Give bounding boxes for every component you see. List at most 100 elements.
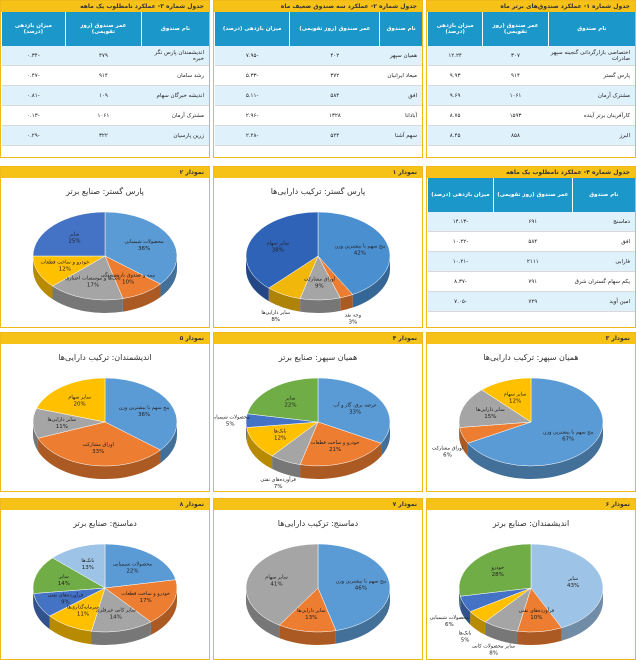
slice-label: سایر دارایی‌ها bbox=[48, 417, 77, 423]
cell-ret: ۹.۹۳ bbox=[427, 65, 483, 86]
cell-name: رشد سامان bbox=[141, 65, 209, 86]
pie-slice bbox=[481, 377, 532, 423]
cell-age: ۱۰۶۱ bbox=[65, 105, 142, 126]
cell-age: ۷۲۹ bbox=[493, 291, 573, 312]
slice-value-label: 10% bbox=[122, 279, 134, 285]
chart-1-panel: نمودار ۱ پارس گستر: ترکیب دارایی‌ها پنج س… bbox=[213, 166, 423, 328]
pie-slice-side bbox=[33, 256, 53, 300]
slice-value-label: 21% bbox=[329, 447, 341, 453]
cell-ret: ۵.۳۳- bbox=[214, 65, 290, 86]
pie-chart-5: اندیشمندان: ترکیب دارایی‌ها پنج سهم با بی… bbox=[32, 353, 178, 479]
chart-3-panel: نمودار ۳ همیان سپهر: ترکیب دارایی‌ها پنج … bbox=[426, 332, 636, 492]
slice-value-label: 12% bbox=[509, 398, 521, 404]
pie-slice-side bbox=[246, 588, 280, 639]
pie-slice-side bbox=[467, 422, 603, 479]
chart-2-panel-title: نمودار ۲ bbox=[1, 167, 209, 178]
column-header-ret: میزان بازدهی (درصد) bbox=[426, 12, 483, 46]
table-4: نام صندوق عمر صندوق (روز تقویمی) میزان باز… bbox=[427, 178, 635, 312]
slice-label: سایر سهام bbox=[504, 391, 527, 397]
pie-slice bbox=[245, 543, 319, 626]
pie-slice bbox=[467, 377, 604, 467]
cell-name: فارابی bbox=[572, 251, 635, 272]
chart-8-panel-title: نمودار ۸ bbox=[1, 499, 209, 510]
cell-ret: ۲.۲۸- bbox=[214, 125, 290, 146]
slice-label: سایر دارایی‌ها bbox=[297, 608, 326, 614]
cell-name: البرز bbox=[548, 125, 635, 146]
pie-slice bbox=[299, 421, 382, 467]
cell-age: ۱۳۲۸ bbox=[289, 105, 380, 126]
cell-ret: ۰.۸۱- bbox=[1, 85, 66, 106]
chart-8-panel: نمودار ۸ دماسنج: صنایع برتر محصولات شیمیا… bbox=[0, 498, 210, 660]
chart-title: پارس گستر: ترکیب دارایی‌ها bbox=[271, 186, 366, 196]
cell-age: ۵۸۴ bbox=[289, 85, 380, 106]
cell-age: ۴۰۲ bbox=[289, 46, 380, 66]
cell-name: زرین پارسیان bbox=[141, 125, 209, 146]
cell-ret: ۷.۰۵- bbox=[427, 291, 494, 312]
pie-slice-side bbox=[279, 625, 336, 645]
table-row: همیان سپهر ۴۰۲ ۷.۹۵- bbox=[214, 46, 422, 66]
slice-value-label: 3% bbox=[349, 319, 358, 325]
table-4-panel: جدول شماره ۴- عملکرد نامطلوب یک ماهه نام… bbox=[426, 166, 636, 328]
pie-slice bbox=[246, 377, 319, 423]
slice-label: بانک‌ها bbox=[274, 429, 287, 435]
table-row: پارس گستر ۹۱۴ ۹.۹۳ bbox=[427, 65, 635, 86]
table-row: فارابی ۲۱۱۱ ۱۰.۲۱- bbox=[427, 251, 635, 272]
table-row: اختصاصی بازارگردانی گنجینه سپهر صادرات ۳۰… bbox=[427, 46, 635, 66]
slice-value-label: 6% bbox=[443, 453, 452, 459]
slice-label: سایر محصولات کانی bbox=[472, 644, 515, 650]
pie-slice-side bbox=[49, 616, 92, 645]
pie-chart-1: پارس گستر: ترکیب دارایی‌ها پنج سهم با بیش… bbox=[245, 186, 391, 325]
slice-value-label: 9% bbox=[61, 599, 70, 605]
slice-label: سایر سهام bbox=[265, 575, 288, 581]
cell-age: ۴۷۹ bbox=[65, 46, 142, 66]
chart-4-panel: نمودار ۴ همیان سپهر: صنایع برتر عرضه برق،… bbox=[213, 332, 423, 492]
table-2: نام صندوق عمر صندوق (روز تقویمی) میزان باز… bbox=[213, 12, 422, 146]
slice-label: سایر کانی غیرفلزی bbox=[96, 608, 136, 614]
pie-slice bbox=[104, 579, 178, 623]
table-1-panel: جدول شماره ۱- عملکرد صندوق‌های برتر ماه … bbox=[426, 0, 636, 158]
pie-slice-side bbox=[150, 588, 177, 635]
slice-label: اوراق مشارکت bbox=[432, 446, 463, 452]
slice-label: محصولات شیمیایی bbox=[430, 615, 469, 621]
cell-name: افق bbox=[572, 231, 635, 252]
pie-slice-side bbox=[459, 422, 460, 441]
slice-label: بیمه و صندوق بازنشستگی bbox=[101, 271, 155, 278]
cell-age: ۵۲۴ bbox=[289, 125, 380, 146]
slice-label: محصولات شیمیایی bbox=[113, 562, 152, 568]
slice-label: عرضه برق، گاز و آب bbox=[333, 402, 377, 409]
pie-slice bbox=[317, 543, 391, 631]
pie-slice-side bbox=[38, 438, 161, 479]
table-4-title: جدول شماره ۴- عملکرد نامطلوب یک ماهه bbox=[427, 167, 635, 178]
cell-name: مشترک آرمان bbox=[141, 105, 209, 126]
pie-slice bbox=[104, 211, 178, 285]
slice-value-label: 67% bbox=[562, 436, 574, 442]
slice-label: پنج سهم با بیشترین وزن bbox=[336, 579, 387, 585]
cell-age: ۹۱۴ bbox=[482, 65, 549, 86]
slice-label: سایر bbox=[285, 396, 296, 402]
pie-slice bbox=[317, 377, 391, 444]
table-3: نام صندوق عمر صندوق (روز تقویمی) میزان باز… bbox=[1, 12, 209, 146]
slice-value-label: 22% bbox=[126, 569, 138, 575]
cell-name: همیان سپهر bbox=[379, 46, 422, 66]
table-row: سهم آشنا ۵۲۴ ۲.۲۸- bbox=[214, 125, 422, 146]
pie-slice-side bbox=[300, 297, 341, 313]
slice-value-label: 42% bbox=[354, 250, 366, 256]
cell-age: ۱۵۹۳ bbox=[482, 105, 549, 126]
slice-label: سرمایه‌گذاری‌ها bbox=[67, 604, 99, 611]
pie-slice-side bbox=[340, 294, 353, 311]
chart-title: اندیشمندان: ترکیب دارایی‌ها bbox=[58, 353, 151, 362]
column-header-name: نام صندوق bbox=[379, 12, 422, 46]
slice-label: محصولات شیمیایی bbox=[125, 239, 164, 245]
slice-label: محصولات شیمیایی bbox=[214, 414, 250, 420]
column-header-age: عمر صندوق (روز تقویمی) bbox=[482, 12, 549, 46]
slice-label: اوراق مشارکت bbox=[83, 442, 114, 448]
cell-ret: ۰.۱۳- bbox=[1, 105, 66, 126]
slice-value-label: 13% bbox=[82, 565, 94, 571]
slice-value-label: 36% bbox=[138, 412, 150, 418]
pie-slice-side bbox=[470, 611, 486, 635]
slice-value-label: 20% bbox=[73, 402, 85, 408]
pie-slice bbox=[104, 543, 177, 589]
